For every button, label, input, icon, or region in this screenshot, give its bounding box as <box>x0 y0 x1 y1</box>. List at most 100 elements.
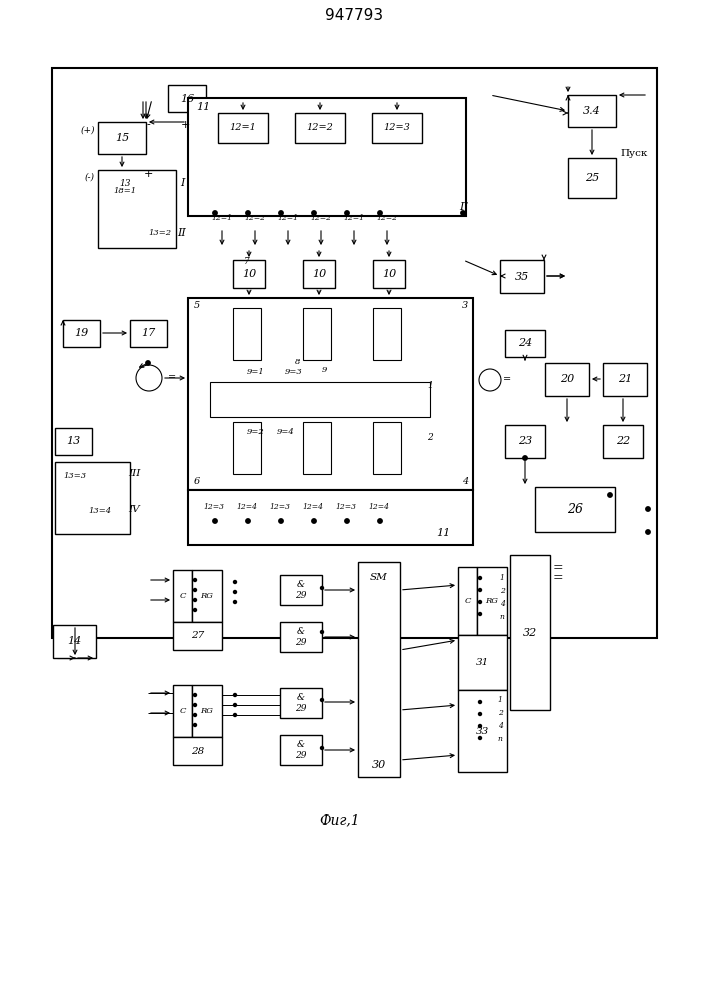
Text: 23: 23 <box>518 436 532 446</box>
Text: 10: 10 <box>382 269 396 279</box>
Text: SM: SM <box>370 572 388 582</box>
Bar <box>233 422 261 474</box>
Bar <box>535 487 615 532</box>
Bar <box>168 85 206 112</box>
Bar <box>458 635 507 690</box>
Text: 5: 5 <box>194 302 200 310</box>
Text: n: n <box>498 735 503 743</box>
Text: 9: 9 <box>322 366 327 374</box>
Circle shape <box>233 590 237 593</box>
Text: 11: 11 <box>436 528 450 538</box>
Text: 12=2: 12=2 <box>307 123 334 132</box>
Text: 9=1: 9=1 <box>247 368 264 376</box>
Bar <box>173 622 222 650</box>
Circle shape <box>479 588 481 591</box>
Text: 18=1: 18=1 <box>113 187 136 195</box>
Text: 12=4: 12=4 <box>237 503 257 511</box>
Text: 12=3: 12=3 <box>269 503 291 511</box>
Circle shape <box>213 519 217 523</box>
Text: 12=2: 12=2 <box>377 214 397 222</box>
Text: 12=3: 12=3 <box>336 503 356 511</box>
Text: 27: 27 <box>191 632 204 641</box>
Bar <box>568 158 616 198</box>
Bar <box>505 330 545 357</box>
Text: 3.4: 3.4 <box>583 106 601 116</box>
Bar <box>63 320 100 347</box>
Text: 13=2: 13=2 <box>148 229 171 237</box>
Text: 4: 4 <box>498 722 503 730</box>
Circle shape <box>645 507 650 511</box>
Circle shape <box>479 712 481 716</box>
Bar <box>98 170 176 248</box>
Text: II: II <box>177 228 187 238</box>
Bar <box>210 382 430 417</box>
Bar <box>280 575 322 605</box>
Circle shape <box>233 704 237 706</box>
Text: I: I <box>180 178 185 188</box>
Text: 9=4: 9=4 <box>277 428 295 436</box>
Circle shape <box>233 714 237 716</box>
Bar <box>372 113 422 143</box>
Text: 6: 6 <box>194 477 200 486</box>
Bar <box>280 688 322 718</box>
Circle shape <box>608 493 612 497</box>
Text: &
29: & 29 <box>296 740 307 760</box>
Text: 22: 22 <box>616 436 630 446</box>
Circle shape <box>320 698 324 702</box>
Bar <box>373 308 401 360</box>
Text: 1: 1 <box>498 696 503 704</box>
Bar <box>295 113 345 143</box>
Bar <box>55 428 92 455</box>
Text: 12=1: 12=1 <box>211 214 233 222</box>
Bar <box>303 260 335 288</box>
Bar <box>173 737 222 765</box>
Bar <box>173 685 192 737</box>
Text: 2: 2 <box>427 434 433 442</box>
Circle shape <box>246 519 250 523</box>
Bar <box>192 685 222 737</box>
Text: 9=2: 9=2 <box>247 428 264 436</box>
Text: 31: 31 <box>476 658 489 667</box>
Text: IV: IV <box>128 506 140 514</box>
Text: 24: 24 <box>518 338 532 349</box>
Circle shape <box>194 578 197 582</box>
Bar <box>52 68 657 638</box>
Text: C: C <box>180 707 186 715</box>
Circle shape <box>320 631 324 634</box>
Text: 28: 28 <box>191 746 204 756</box>
Text: 10: 10 <box>312 269 326 279</box>
Circle shape <box>146 361 150 365</box>
Bar <box>192 570 222 622</box>
Circle shape <box>479 600 481 603</box>
Circle shape <box>213 211 217 215</box>
Text: 13=4: 13=4 <box>88 507 112 515</box>
Text: 12=4: 12=4 <box>303 503 324 511</box>
Circle shape <box>279 519 284 523</box>
Bar <box>603 425 643 458</box>
Bar <box>130 320 167 347</box>
Text: Г: Г <box>460 202 467 212</box>
Bar <box>53 625 96 658</box>
Text: 12=2: 12=2 <box>245 214 266 222</box>
Text: 12=3: 12=3 <box>204 503 225 511</box>
Text: 8: 8 <box>296 358 300 366</box>
Bar <box>280 735 322 765</box>
Circle shape <box>194 608 197 611</box>
Circle shape <box>194 704 197 706</box>
Text: RG: RG <box>201 707 214 715</box>
Text: 4: 4 <box>462 477 468 486</box>
Text: 9=3: 9=3 <box>285 368 303 376</box>
Text: 12=1: 12=1 <box>230 123 257 132</box>
Text: C: C <box>180 592 186 600</box>
Circle shape <box>479 736 481 740</box>
Circle shape <box>522 456 527 460</box>
Bar <box>603 363 647 396</box>
Bar <box>458 567 477 635</box>
Text: 1: 1 <box>500 574 504 582</box>
Bar <box>458 690 507 772</box>
Circle shape <box>378 211 382 215</box>
Circle shape <box>479 612 481 615</box>
Circle shape <box>312 519 316 523</box>
Text: Пуск: Пуск <box>620 148 648 157</box>
Text: +: + <box>180 120 189 130</box>
